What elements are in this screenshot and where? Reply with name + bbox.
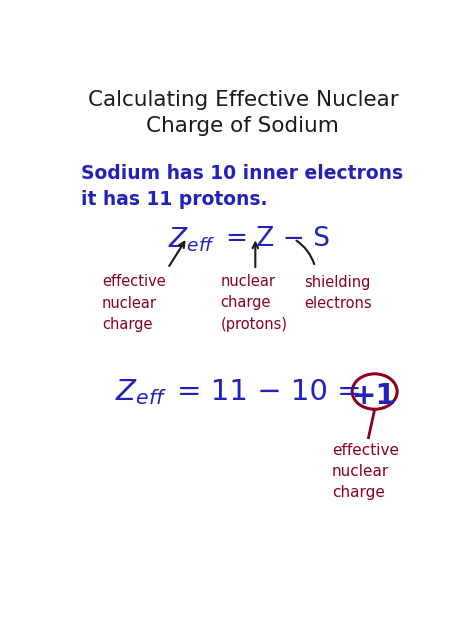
Text: shielding
electrons: shielding electrons — [304, 274, 372, 310]
Text: +1: +1 — [352, 382, 397, 410]
Text: $Z_{eff}$: $Z_{eff}$ — [168, 226, 215, 255]
Text: nuclear
charge
(protons): nuclear charge (protons) — [220, 274, 287, 332]
Text: Calculating Effective Nuclear: Calculating Effective Nuclear — [88, 90, 398, 110]
Text: = 11 − 10 =: = 11 − 10 = — [177, 378, 362, 406]
Text: = Z − S: = Z − S — [226, 226, 330, 252]
Text: effective
nuclear
charge: effective nuclear charge — [332, 443, 399, 500]
Text: it has 11 protons.: it has 11 protons. — [81, 190, 267, 209]
Text: Sodium has 10 inner electrons: Sodium has 10 inner electrons — [81, 164, 403, 183]
Text: $Z_{eff}$: $Z_{eff}$ — [115, 378, 167, 408]
Text: effective
nuclear
charge: effective nuclear charge — [102, 274, 165, 332]
Text: Charge of Sodium: Charge of Sodium — [146, 116, 339, 136]
